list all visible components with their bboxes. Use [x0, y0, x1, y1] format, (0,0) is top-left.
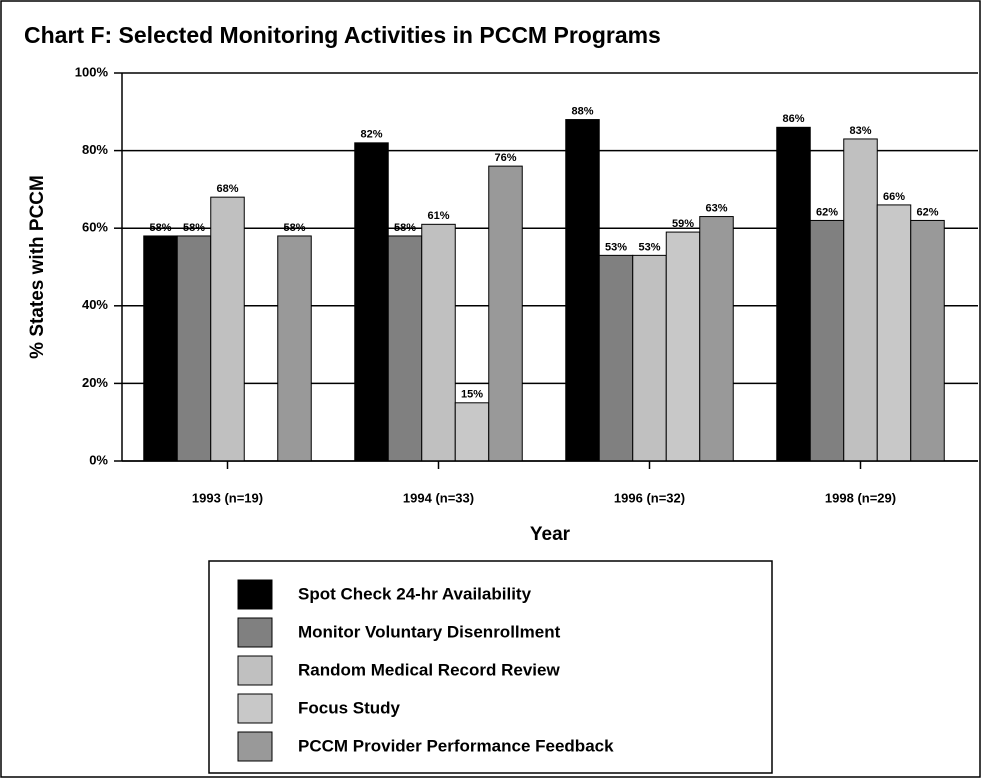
value-label: 83%	[849, 125, 871, 137]
y-tick-label: 20%	[82, 375, 108, 390]
value-label: 63%	[705, 202, 727, 214]
legend-label: Spot Check 24-hr Availability	[298, 584, 532, 603]
bar	[421, 223, 456, 462]
legend-label: PCCM Provider Performance Feedback	[298, 736, 614, 755]
y-axis-title: % States with PCCM	[27, 175, 48, 359]
y-tick-label: 0%	[89, 452, 108, 467]
bar	[809, 219, 845, 462]
value-label: 58%	[149, 222, 171, 234]
legend-swatch	[237, 655, 273, 686]
x-tick-label: 1998 (n=29)	[825, 490, 896, 505]
bar	[277, 235, 312, 462]
x-tick-label: 1996 (n=32)	[614, 490, 685, 505]
legend-swatch	[237, 579, 273, 610]
bar	[143, 235, 178, 462]
bar	[488, 165, 523, 462]
value-label: 59%	[672, 218, 694, 230]
value-label: 68%	[216, 183, 238, 195]
legend-label: Random Medical Record Review	[298, 660, 560, 679]
x-tick-label: 1994 (n=33)	[403, 490, 474, 505]
value-label: 62%	[916, 206, 938, 218]
y-tick-label: 80%	[82, 142, 108, 157]
bar	[176, 235, 212, 462]
legend-label: Focus Study	[298, 698, 401, 717]
bar	[910, 219, 945, 462]
value-label: 53%	[605, 241, 627, 253]
bar	[632, 254, 667, 462]
bar	[454, 402, 490, 462]
value-label: 58%	[283, 222, 305, 234]
value-label: 62%	[816, 206, 838, 218]
bar	[843, 138, 878, 462]
value-label: 58%	[183, 222, 205, 234]
chart-title: Chart F: Selected Monitoring Activities …	[24, 22, 661, 48]
value-label: 76%	[494, 152, 516, 164]
value-label: 53%	[638, 241, 660, 253]
y-tick-label: 100%	[75, 64, 109, 79]
bar	[699, 216, 734, 462]
value-label: 58%	[394, 222, 416, 234]
bar	[210, 196, 245, 462]
value-label: 86%	[782, 113, 804, 125]
bar	[565, 119, 600, 462]
value-label: 88%	[571, 105, 593, 117]
y-tick-label: 40%	[82, 297, 108, 312]
y-tick-label: 60%	[82, 220, 108, 235]
value-label: 61%	[427, 210, 449, 222]
bar	[598, 254, 634, 462]
value-label: 15%	[461, 389, 483, 401]
value-label: 82%	[360, 129, 382, 141]
bar	[354, 142, 389, 462]
bar	[876, 204, 912, 462]
legend-swatch	[237, 617, 273, 648]
x-tick-label: 1993 (n=19)	[192, 490, 263, 505]
bar	[665, 231, 701, 462]
bar	[776, 126, 811, 462]
bar	[387, 235, 423, 462]
value-label: 66%	[883, 191, 905, 203]
legend-swatch	[237, 693, 273, 724]
legend-swatch	[237, 731, 273, 762]
x-axis-title: Year	[530, 524, 571, 545]
legend-box	[208, 560, 773, 774]
legend-label: Monitor Voluntary Disenrollment	[298, 622, 561, 641]
